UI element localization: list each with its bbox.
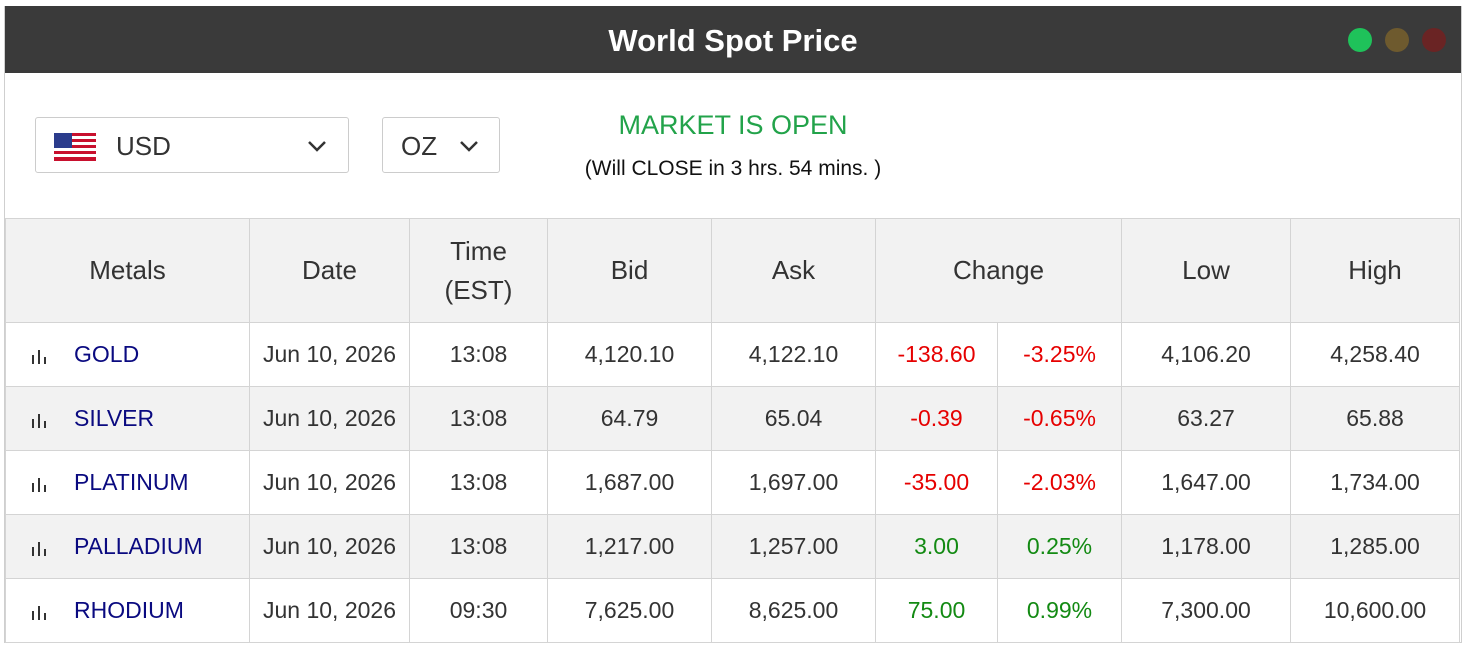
cell: 09:30 bbox=[409, 578, 548, 643]
column-header: Metals bbox=[5, 218, 250, 323]
metal-cell: GOLD bbox=[5, 322, 250, 387]
column-header: Ask bbox=[711, 218, 876, 323]
cell: 7,300.00 bbox=[1121, 578, 1292, 643]
metal-name[interactable]: SILVER bbox=[74, 405, 155, 431]
table-row: SILVER Jun 10, 2026 13:08 64.79 65.04 -0.39 -0… bbox=[5, 386, 1461, 451]
table-row: PALLADIUM Jun 10, 2026 13:08 1,217.00 1,257.… bbox=[5, 514, 1461, 579]
price-table: Metals Date Time (EST) Bid Ask Change Low High … bbox=[5, 218, 1461, 643]
cell: Jun 10, 2026 bbox=[249, 450, 410, 515]
cell: -0.39 bbox=[875, 386, 998, 451]
cell: -2.03% bbox=[996, 450, 1123, 515]
table-row: GOLD Jun 10, 2026 13:08 4,120.10 4,122.10 -13… bbox=[5, 322, 1461, 387]
cell: -138.60 bbox=[875, 322, 998, 387]
cell: Jun 10, 2026 bbox=[249, 578, 410, 643]
cell: 65.88 bbox=[1290, 386, 1461, 451]
cell: 75.00 bbox=[875, 578, 998, 643]
cell: 8,625.00 bbox=[711, 578, 876, 643]
currency-value: USD bbox=[116, 131, 171, 161]
unit-value: OZ bbox=[401, 131, 438, 161]
metal-cell: PLATINUM bbox=[5, 450, 250, 515]
cell: 1,734.00 bbox=[1290, 450, 1461, 515]
column-header: Bid bbox=[547, 218, 712, 323]
column-header: Change bbox=[874, 218, 1123, 323]
chevron bbox=[308, 141, 326, 152]
metal-name[interactable]: PALLADIUM bbox=[74, 533, 203, 559]
metal-name[interactable]: RHODIUM bbox=[74, 597, 184, 623]
title: World Spot Price bbox=[608, 23, 858, 58]
chart-icon[interactable] bbox=[30, 412, 48, 428]
cell: Jun 10, 2026 bbox=[249, 386, 410, 451]
cell: -35.00 bbox=[875, 450, 998, 515]
cell: 3.00 bbox=[875, 514, 998, 579]
cell: 13:08 bbox=[409, 322, 548, 387]
cell: 10,600.00 bbox=[1290, 578, 1461, 643]
dot-green[interactable] bbox=[1348, 28, 1372, 52]
dot-yellow[interactable] bbox=[1385, 28, 1409, 52]
header-text: Time (EST) bbox=[444, 235, 513, 305]
widget: World Spot Price USD OZ MARKET IS OPEN (… bbox=[4, 6, 1462, 643]
cell: 13:08 bbox=[409, 450, 548, 515]
cell: -3.25% bbox=[996, 322, 1123, 387]
cell: 7,625.00 bbox=[547, 578, 712, 643]
market-note: (Will CLOSE in 3 hrs. 54 mins. ) bbox=[584, 157, 882, 180]
cell: 0.25% bbox=[996, 514, 1123, 579]
cell: 1,217.00 bbox=[547, 514, 712, 579]
cell: Jun 10, 2026 bbox=[249, 514, 410, 579]
column-header: Low bbox=[1121, 218, 1292, 323]
cell: 1,285.00 bbox=[1290, 514, 1461, 579]
cell: 65.04 bbox=[711, 386, 876, 451]
cell: -0.65% bbox=[996, 386, 1123, 451]
metal-cell: SILVER bbox=[5, 386, 250, 451]
cell: 4,258.40 bbox=[1290, 322, 1461, 387]
unit-select[interactable]: OZ bbox=[382, 117, 500, 173]
cell: 0.99% bbox=[996, 578, 1123, 643]
table-row: PLATINUM Jun 10, 2026 13:08 1,687.00 1,697.0… bbox=[5, 450, 1461, 515]
column-header: Time (EST) bbox=[409, 218, 548, 323]
column-header: High bbox=[1290, 218, 1461, 323]
chart-icon[interactable] bbox=[30, 604, 48, 620]
cell: 64.79 bbox=[547, 386, 712, 451]
cell: 4,120.10 bbox=[547, 322, 712, 387]
chart-icon[interactable] bbox=[30, 476, 48, 492]
column-header: Date bbox=[249, 218, 410, 323]
cell: 1,178.00 bbox=[1121, 514, 1292, 579]
table-row: RHODIUM Jun 10, 2026 09:30 7,625.00 8,625.00… bbox=[5, 578, 1461, 643]
chart-icon[interactable] bbox=[30, 540, 48, 556]
chevron bbox=[460, 141, 478, 152]
chart-icon[interactable] bbox=[30, 348, 48, 364]
us-flag bbox=[54, 133, 96, 161]
cell: 4,122.10 bbox=[711, 322, 876, 387]
metal-name[interactable]: GOLD bbox=[74, 341, 140, 367]
cell: 1,687.00 bbox=[547, 450, 712, 515]
cell: 4,106.20 bbox=[1121, 322, 1292, 387]
cell: Jun 10, 2026 bbox=[249, 322, 410, 387]
currency-select[interactable]: USD bbox=[35, 117, 349, 173]
cell: 13:08 bbox=[409, 514, 548, 579]
cell: 63.27 bbox=[1121, 386, 1292, 451]
metal-name[interactable]: PLATINUM bbox=[74, 469, 189, 495]
cell: 1,647.00 bbox=[1121, 450, 1292, 515]
metal-cell: PALLADIUM bbox=[5, 514, 250, 579]
metal-cell: RHODIUM bbox=[5, 578, 250, 643]
cell: 13:08 bbox=[409, 386, 548, 451]
title-bar: World Spot Price bbox=[5, 6, 1461, 73]
market-status: MARKET IS OPEN bbox=[618, 110, 848, 140]
dot-red[interactable] bbox=[1422, 28, 1446, 52]
cell: 1,257.00 bbox=[711, 514, 876, 579]
cell: 1,697.00 bbox=[711, 450, 876, 515]
